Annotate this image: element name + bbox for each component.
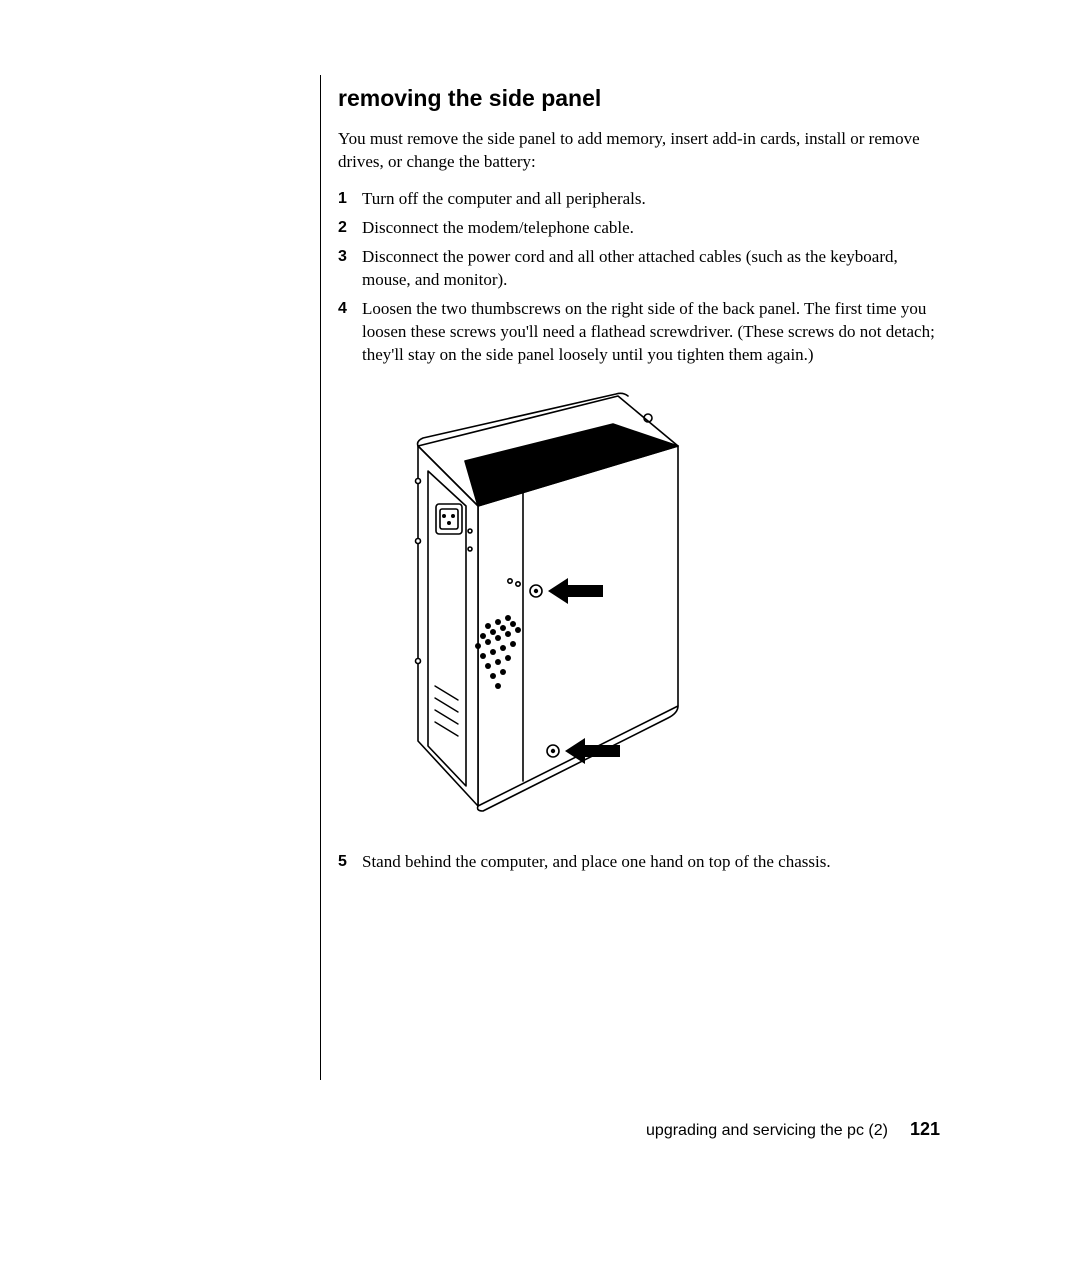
intro-paragraph: You must remove the side panel to add me… xyxy=(338,128,940,174)
footer-section-label: upgrading and servicing the pc (2) xyxy=(646,1122,888,1139)
section-heading: removing the side panel xyxy=(338,85,940,112)
content-column: removing the side panel You must remove … xyxy=(320,85,940,874)
step-item: Stand behind the computer, and place one… xyxy=(338,851,940,874)
computer-tower-figure xyxy=(358,386,940,821)
step-item: Disconnect the power cord and all other … xyxy=(338,246,940,292)
step-item: Disconnect the modem/telephone cable. xyxy=(338,217,940,240)
document-page: removing the side panel You must remove … xyxy=(0,0,1080,1270)
step-item: Loosen the two thumbscrews on the right … xyxy=(338,298,940,367)
page-footer: upgrading and servicing the pc (2) 121 xyxy=(646,1119,940,1140)
step-item: Turn off the computer and all peripheral… xyxy=(338,188,940,211)
steps-list: Turn off the computer and all peripheral… xyxy=(338,188,940,367)
tower-svg xyxy=(358,386,688,816)
page-number: 121 xyxy=(910,1119,940,1139)
vertical-rule xyxy=(320,75,321,1080)
steps-list-continued: Stand behind the computer, and place one… xyxy=(338,851,940,874)
